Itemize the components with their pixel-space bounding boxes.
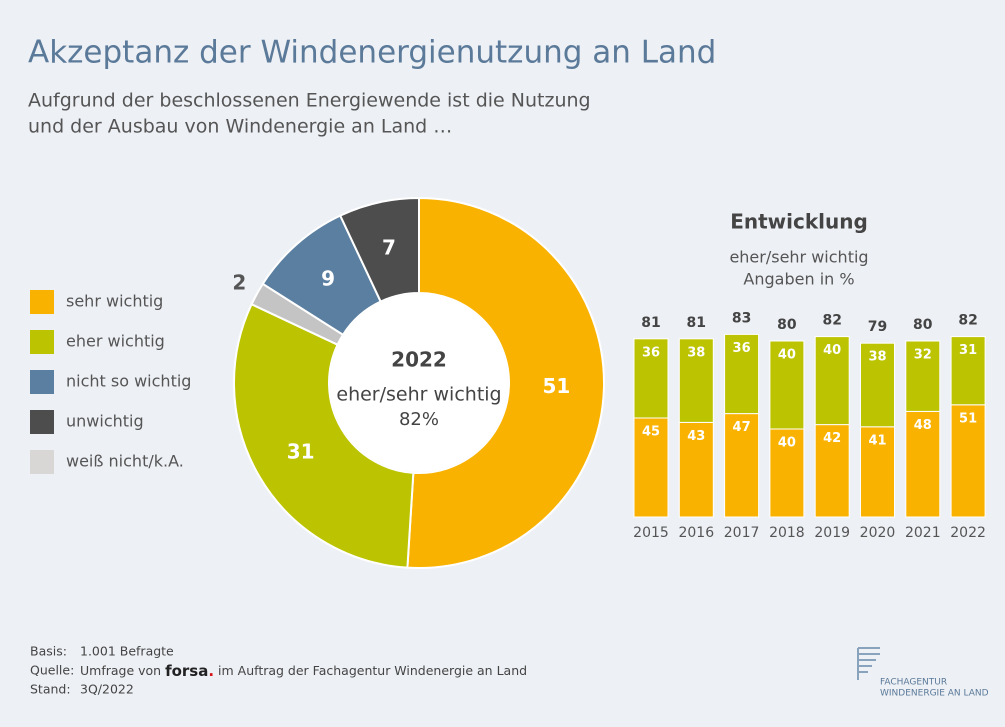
pie-slice (406, 196, 605, 569)
slice-label: 9 (321, 266, 335, 290)
footer-text: im Auftrag der Fachagentur Windenergie a… (218, 663, 527, 678)
segment-label: 31 (959, 343, 977, 358)
legend-swatch (30, 410, 54, 434)
bar-segment (950, 404, 986, 518)
footer-text: Umfrage von (80, 663, 161, 678)
title: Akzeptanz der Windenergienutzung an Land (28, 35, 716, 71)
total-label: 81 (641, 315, 660, 331)
total-label: 80 (913, 317, 933, 333)
segment-label: 45 (642, 425, 660, 440)
total-label: 82 (958, 313, 977, 329)
x-tick-label: 2017 (724, 525, 760, 541)
x-tick-label: 2019 (814, 525, 850, 541)
pie-slice (233, 302, 415, 569)
segment-label: 48 (914, 418, 932, 433)
bar-subtitle: eher/sehr wichtig (729, 248, 868, 267)
segment-label: 40 (778, 436, 796, 451)
legend-label: eher wichtig (66, 332, 165, 351)
segment-label: 36 (733, 341, 751, 356)
subtitle: Aufgrund der beschlossenen Energiewende … (28, 90, 591, 112)
footer-text: Umfrage von forsa. im Auftrag der Fachag… (80, 662, 527, 680)
slice-label: 51 (543, 374, 571, 398)
footer-text: 3Q/2022 (80, 682, 134, 697)
x-tick-label: 2015 (633, 525, 669, 541)
center-title: 2022 (391, 348, 447, 372)
bar-subtitle: Angaben in % (743, 270, 854, 289)
x-tick-label: 2016 (678, 525, 714, 541)
bar-segment (724, 413, 760, 518)
segment-label: 36 (642, 345, 660, 360)
legend-label: sehr wichtig (66, 292, 163, 311)
x-tick-label: 2022 (950, 525, 986, 541)
x-tick-label: 2020 (860, 525, 896, 541)
brand-dot: . (208, 662, 214, 680)
footer-label: Stand: (30, 682, 71, 697)
subtitle: und der Ausbau von Windenergie an Land … (28, 116, 452, 138)
legend-label: weiß nicht/k.A. (66, 452, 184, 471)
segment-label: 43 (687, 429, 705, 444)
logo-text: FACHAGENTUR (880, 678, 947, 688)
segment-label: 41 (868, 433, 886, 448)
footer-label: Basis: (30, 644, 67, 659)
slice-label: 7 (382, 235, 396, 259)
center-value: 82% (399, 409, 439, 430)
legend-swatch (30, 450, 54, 474)
total-label: 79 (868, 319, 887, 335)
donut-hole (330, 294, 508, 472)
bar-segment (950, 336, 986, 406)
logo-text: WINDENERGIE AN LAND (880, 689, 989, 699)
slice-label: 2 (232, 271, 246, 295)
bar-segment (633, 417, 669, 518)
center-label: eher/sehr wichtig (336, 384, 501, 406)
legend-swatch (30, 370, 54, 394)
legend-swatch (30, 330, 54, 354)
total-label: 83 (732, 310, 751, 326)
slice-label: 31 (287, 439, 315, 463)
bar-segment (814, 336, 850, 426)
legend-swatch (30, 290, 54, 314)
bar-title: Entwicklung (730, 210, 868, 234)
bar-segment (678, 338, 714, 423)
bar-segment (769, 428, 805, 518)
legend-label: nicht so wichtig (66, 372, 191, 391)
x-tick-label: 2021 (905, 525, 941, 541)
footer: Basis: 1.001 Befragte Quelle: Umfrage vo… (30, 644, 527, 697)
segment-label: 42 (823, 431, 841, 446)
segment-label: 32 (914, 348, 932, 363)
logo-icon (857, 647, 880, 680)
bar-segment (860, 426, 895, 518)
bar-segment (814, 424, 850, 518)
bar-segment (769, 340, 805, 430)
bar-segment (905, 410, 941, 518)
segment-label: 40 (823, 343, 841, 358)
bar-segment (724, 333, 760, 415)
segment-label: 38 (868, 350, 886, 365)
legend-label: unwichtig (66, 412, 144, 431)
total-label: 82 (822, 313, 841, 329)
segment-label: 40 (778, 348, 796, 363)
brand: forsa (165, 662, 208, 680)
pie-slice (338, 196, 420, 303)
bar-segment (860, 342, 895, 428)
bar-segment (633, 338, 669, 419)
total-label: 80 (777, 317, 797, 333)
footer-label: Quelle: (30, 663, 74, 678)
total-label: 81 (687, 315, 706, 331)
segment-label: 47 (733, 420, 751, 435)
segment-label: 51 (959, 411, 977, 426)
footer-text: 1.001 Befragte (80, 644, 174, 659)
bar-segment (678, 421, 714, 518)
segment-label: 38 (687, 345, 705, 360)
x-tick-label: 2018 (769, 525, 805, 541)
bar-segment (905, 340, 941, 412)
logo: FACHAGENTUR WINDENERGIE AN LAND (857, 647, 989, 699)
